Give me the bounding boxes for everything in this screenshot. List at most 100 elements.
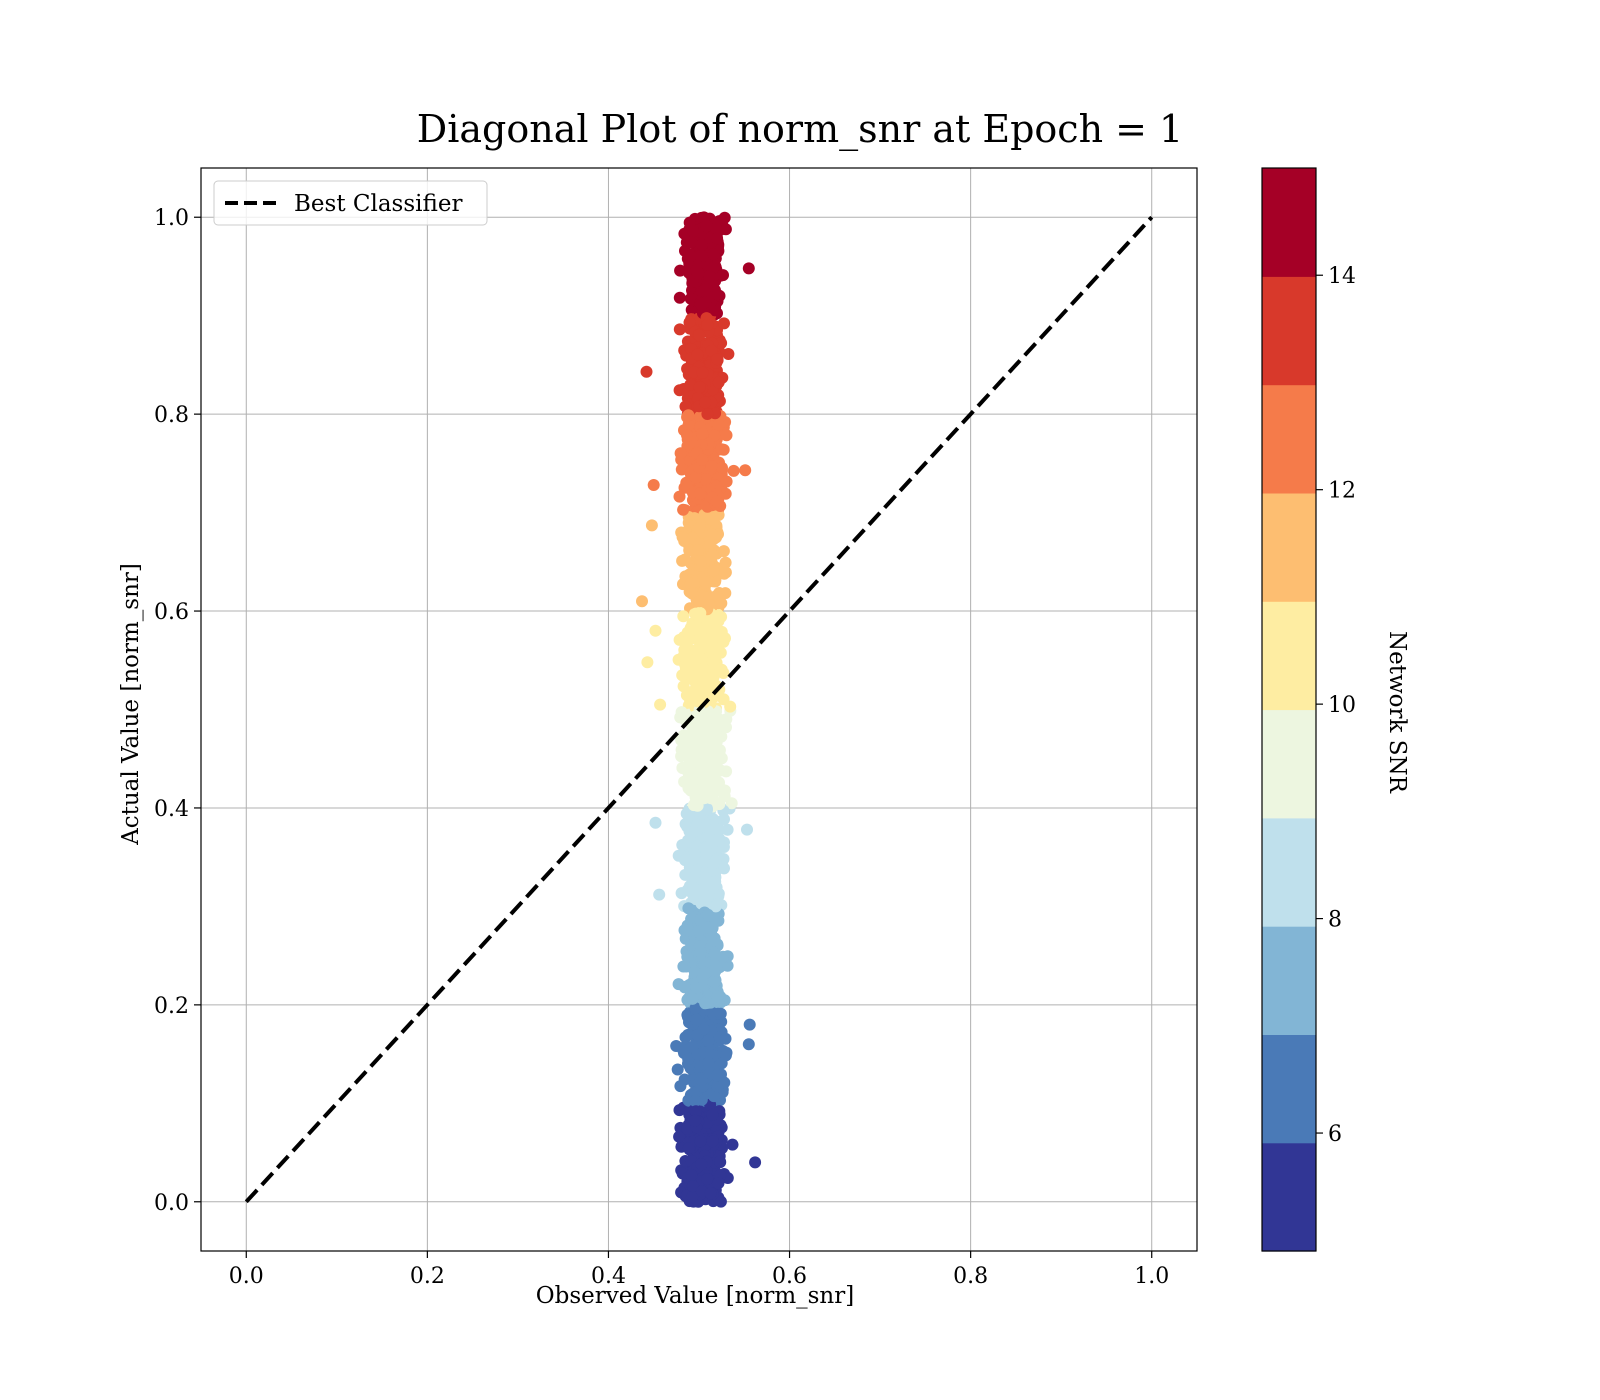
- scatter-point: [720, 429, 733, 442]
- scatter-point: [702, 1056, 715, 1069]
- x-tick-label: 1.0: [1134, 1264, 1169, 1289]
- scatter-point: [678, 1073, 691, 1086]
- scatter-point: [713, 832, 726, 845]
- x-tick-label: 0.0: [229, 1264, 264, 1289]
- scatter-point: [687, 871, 700, 884]
- x-tick-label: 0.4: [591, 1264, 626, 1289]
- colorbar-band: [1262, 492, 1316, 602]
- scatter-point: [691, 799, 704, 812]
- scatter-point: [704, 513, 717, 526]
- scatter-point: [690, 1013, 703, 1026]
- scatter-point: [705, 344, 718, 357]
- scatter-point: [691, 348, 704, 361]
- colorbar-band: [1262, 926, 1316, 1035]
- scatter-point: [673, 291, 686, 304]
- scatter-point: [677, 649, 690, 662]
- scatter-point: [689, 471, 702, 484]
- y-tick-label: 0.0: [154, 1191, 189, 1216]
- x-tick-label: 0.8: [953, 1264, 988, 1289]
- scatter-point: [697, 285, 710, 297]
- scatter-point: [695, 1074, 708, 1087]
- scatter-point: [674, 447, 687, 460]
- scatter-point: [692, 661, 705, 674]
- scatter-point: [695, 238, 708, 251]
- scatter-point: [711, 1069, 724, 1082]
- y-tick-label: 0.8: [154, 403, 189, 428]
- scatter-point: [711, 353, 724, 366]
- scatter-point: [706, 1108, 719, 1121]
- y-axis-ticks: 0.0 0.2 0.4 0.6 0.8 1.0: [154, 206, 201, 1216]
- scatter-point: [687, 826, 700, 838]
- scatter-point: [673, 1130, 686, 1143]
- scatter-point: [686, 1190, 699, 1203]
- scatter-point: [673, 323, 686, 336]
- scatter-point: [725, 797, 738, 810]
- scatter-point: [693, 731, 706, 744]
- scatter-point: [691, 695, 704, 708]
- scatter-point: [686, 1180, 699, 1193]
- scatter-point: [693, 381, 706, 394]
- scatter-point: [704, 1187, 717, 1200]
- scatter-point: [687, 366, 700, 379]
- scatter-point: [707, 632, 720, 645]
- scatter-point-outlier: [654, 698, 667, 711]
- best-classifier-line: [244, 215, 1154, 1204]
- scatter-point: [715, 597, 728, 610]
- scatter-point: [683, 544, 696, 557]
- scatter-point: [709, 875, 722, 888]
- scatter-point: [726, 1138, 739, 1151]
- scatter-point: [689, 1105, 702, 1118]
- scatter-point: [718, 317, 730, 330]
- scatter-point: [685, 1169, 698, 1181]
- scatter-point: [718, 567, 731, 580]
- colorbar-tick-label: 14: [1328, 264, 1356, 289]
- scatter-point: [705, 528, 718, 541]
- colorbar-tick-label: 8: [1328, 908, 1342, 933]
- scatter-point: [701, 319, 714, 331]
- scatter-point: [686, 1040, 699, 1053]
- scatter-point: [706, 654, 719, 667]
- scatter-point: [719, 1032, 732, 1045]
- scatter-point: [715, 443, 728, 456]
- y-tick-label: 1.0: [154, 206, 189, 231]
- scatter-point-outlier: [641, 656, 654, 669]
- scatter-point: [699, 473, 712, 485]
- scatter-point: [702, 1034, 715, 1047]
- scatter-point: [705, 936, 718, 948]
- scatter-point: [701, 803, 713, 816]
- scatter-point: [719, 1049, 732, 1062]
- colorbar-label: Network SNR: [1384, 631, 1410, 794]
- scatter-point: [682, 1053, 695, 1066]
- scatter-point: [676, 839, 689, 851]
- scatter-point: [682, 902, 695, 915]
- scatter-point: [692, 741, 705, 754]
- scatter-point: [714, 1195, 727, 1208]
- scatter-point: [696, 680, 709, 693]
- scatter-point: [677, 680, 690, 693]
- colorbar-bands: [1262, 168, 1316, 1252]
- scatter-point: [711, 990, 724, 1003]
- scatter-point: [676, 669, 689, 682]
- scatter-point: [713, 798, 726, 811]
- scatter-point: [686, 992, 699, 1005]
- scatter-point: [673, 1104, 686, 1117]
- scatter-point: [724, 700, 737, 713]
- scatter-point-outlier: [739, 464, 752, 477]
- scatter-point: [684, 577, 697, 590]
- plot-area: 0.0 0.2 0.4 0.6 0.8 1.0 0.0 0.2 0.4 0.6 0.8 1.0: [154, 167, 1198, 1289]
- scatter-point: [699, 396, 712, 409]
- scatter-point: [696, 631, 709, 644]
- colorbar-tick-label: 12: [1328, 479, 1356, 504]
- scatter-point: [709, 222, 722, 235]
- scatter-point: [714, 1155, 726, 1168]
- scatter-point: [688, 623, 701, 636]
- scatter-point: [696, 883, 709, 896]
- scatter-point: [703, 598, 716, 611]
- scatter-point: [677, 610, 690, 623]
- scatter-point: [712, 1177, 725, 1190]
- scatter-point: [681, 429, 693, 442]
- scatter-point: [705, 460, 718, 473]
- scatter-point-outlier: [649, 816, 662, 829]
- scatter-point: [706, 1135, 719, 1148]
- scatter-point: [696, 774, 709, 787]
